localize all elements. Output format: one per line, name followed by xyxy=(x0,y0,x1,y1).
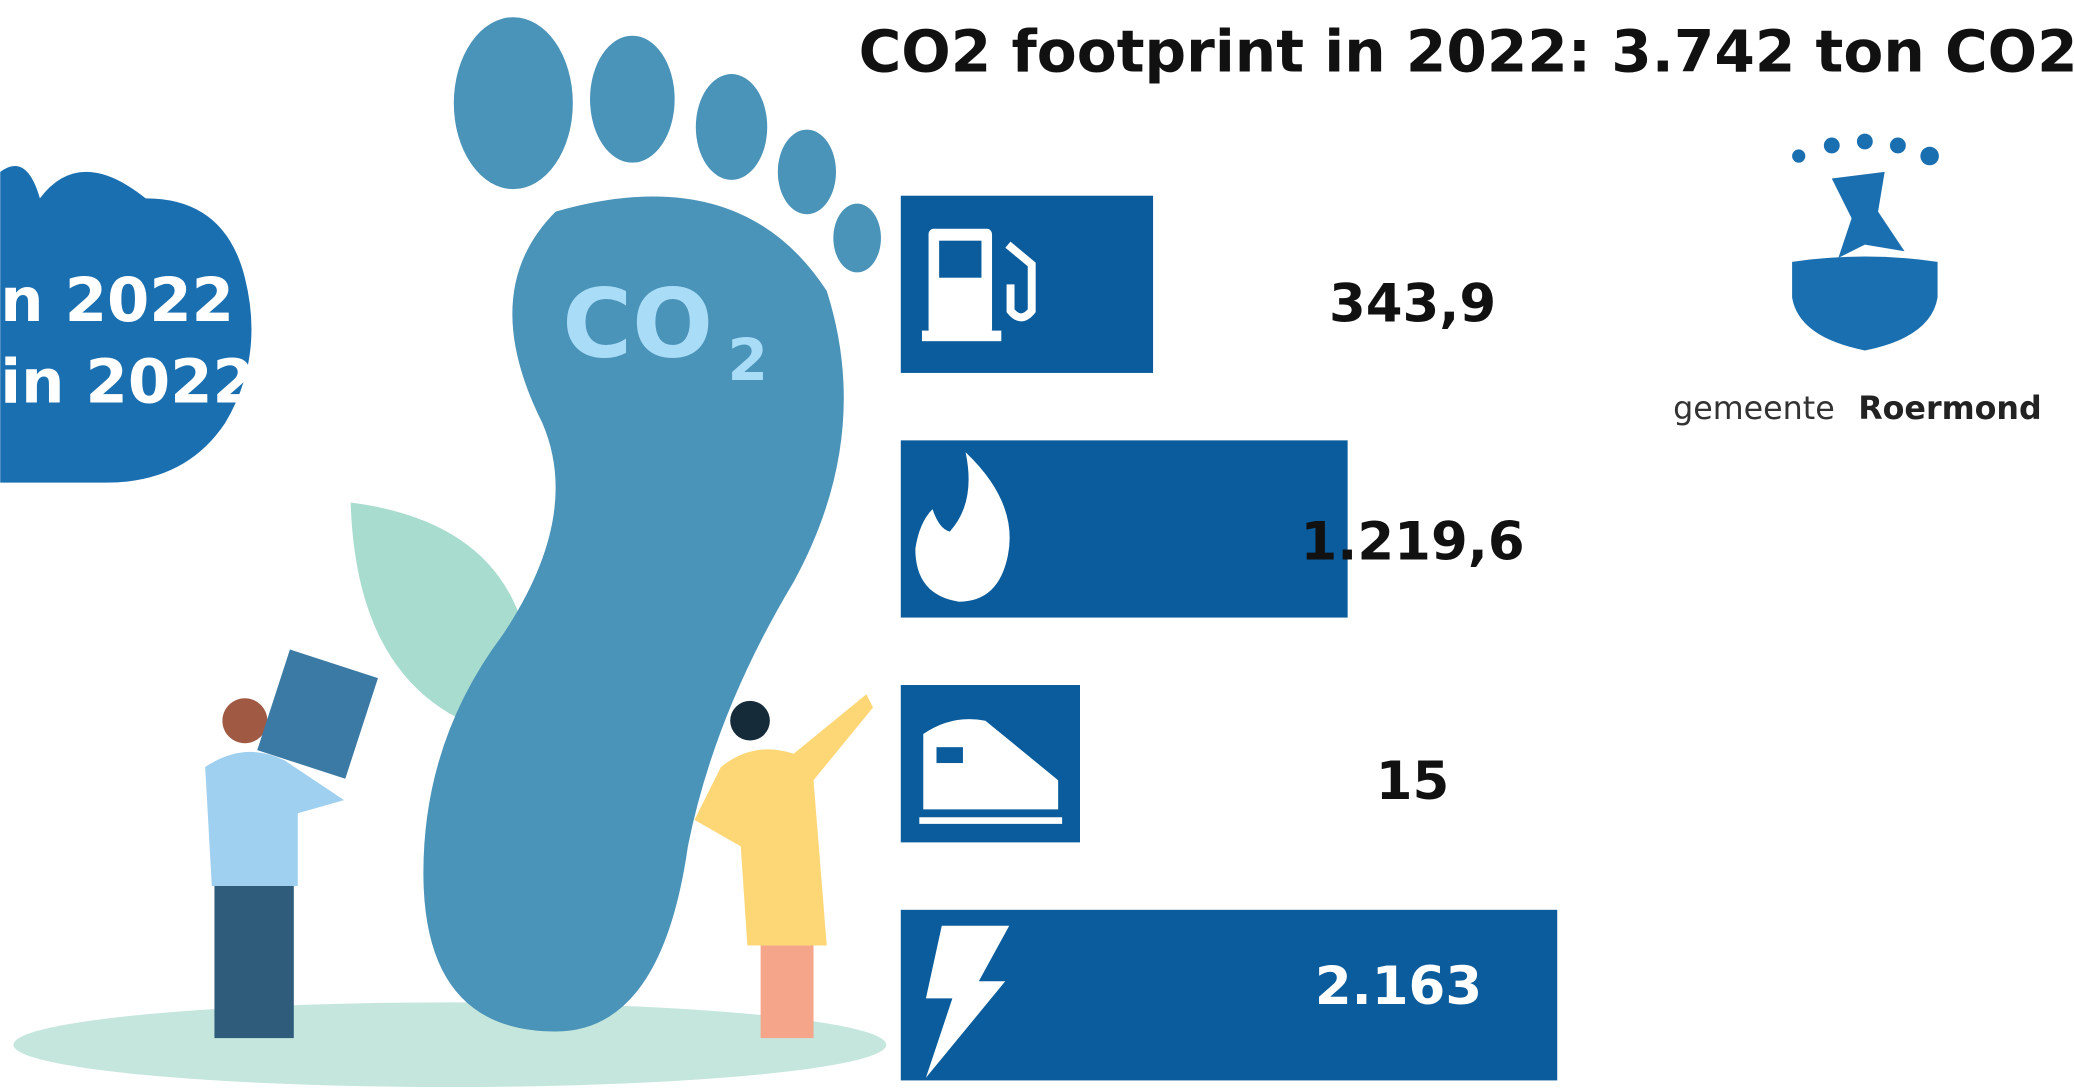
cloud-text: n 2022 xyxy=(0,266,234,336)
logo xyxy=(1792,134,1939,351)
cloud-text: in 2022 xyxy=(0,348,255,418)
value-label: 15 xyxy=(1376,751,1450,812)
value-label: 2.163 xyxy=(1315,956,1482,1017)
person xyxy=(694,694,873,1038)
infographic: n 2022 in 2022 CO 2 CO2 footprint in 202… xyxy=(0,0,2074,1091)
person xyxy=(205,649,378,1038)
value-label: 343,9 xyxy=(1329,273,1496,334)
foot-subscript: 2 xyxy=(728,326,768,394)
logo-prefix: gemeente xyxy=(1673,391,1835,427)
chart-title: CO2 footprint in 2022: 3.742 ton CO2 xyxy=(859,18,2074,86)
logo-name: Roermond xyxy=(1858,391,2041,427)
foot-label: CO xyxy=(562,269,713,379)
ground xyxy=(13,1002,886,1087)
value-label: 1.219,6 xyxy=(1301,511,1525,572)
